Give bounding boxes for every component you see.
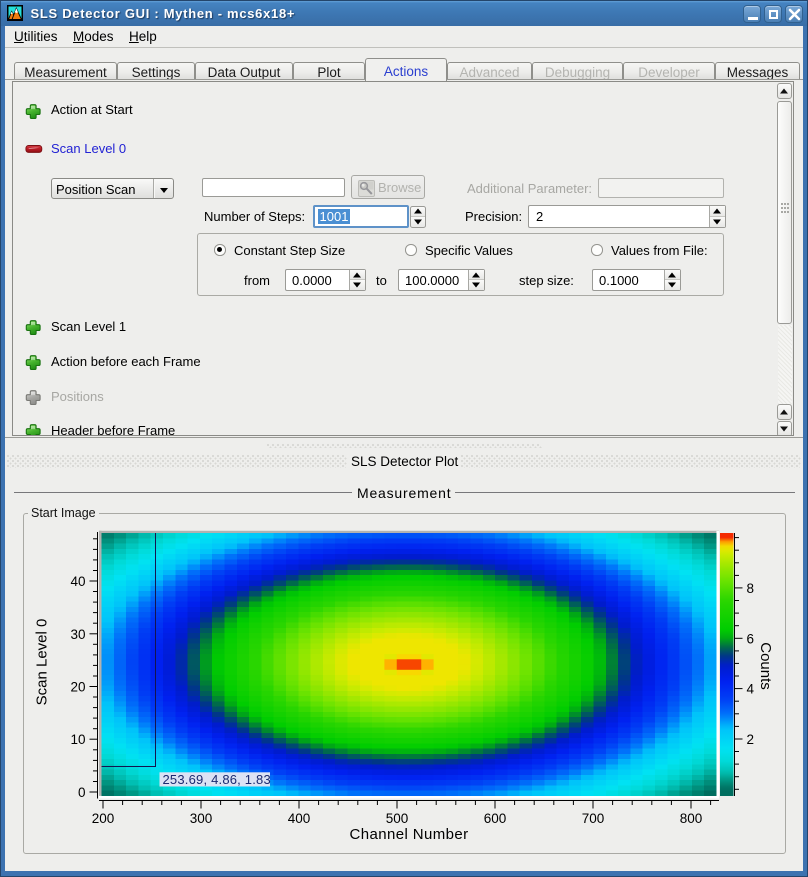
svg-text:6: 6 — [747, 631, 755, 646]
svg-text:800: 800 — [680, 811, 703, 826]
svg-text:2: 2 — [747, 732, 755, 747]
svg-text:8: 8 — [747, 581, 755, 596]
svg-text:Counts: Counts — [757, 642, 774, 690]
svg-text:4: 4 — [747, 682, 755, 697]
svg-text:500: 500 — [386, 811, 409, 826]
svg-text:600: 600 — [484, 811, 507, 826]
svg-text:0: 0 — [78, 785, 86, 800]
svg-text:10: 10 — [70, 732, 85, 747]
svg-text:200: 200 — [92, 811, 115, 826]
svg-text:Channel Number: Channel Number — [350, 826, 469, 843]
svg-text:20: 20 — [70, 680, 85, 695]
svg-text:700: 700 — [582, 811, 605, 826]
svg-text:300: 300 — [190, 811, 213, 826]
svg-text:40: 40 — [70, 574, 85, 589]
svg-text:Scan Level 0: Scan Level 0 — [34, 619, 51, 706]
svg-text:30: 30 — [70, 627, 85, 642]
svg-text:253.69, 4.86, 1.83: 253.69, 4.86, 1.83 — [163, 772, 271, 787]
svg-text:400: 400 — [288, 811, 311, 826]
